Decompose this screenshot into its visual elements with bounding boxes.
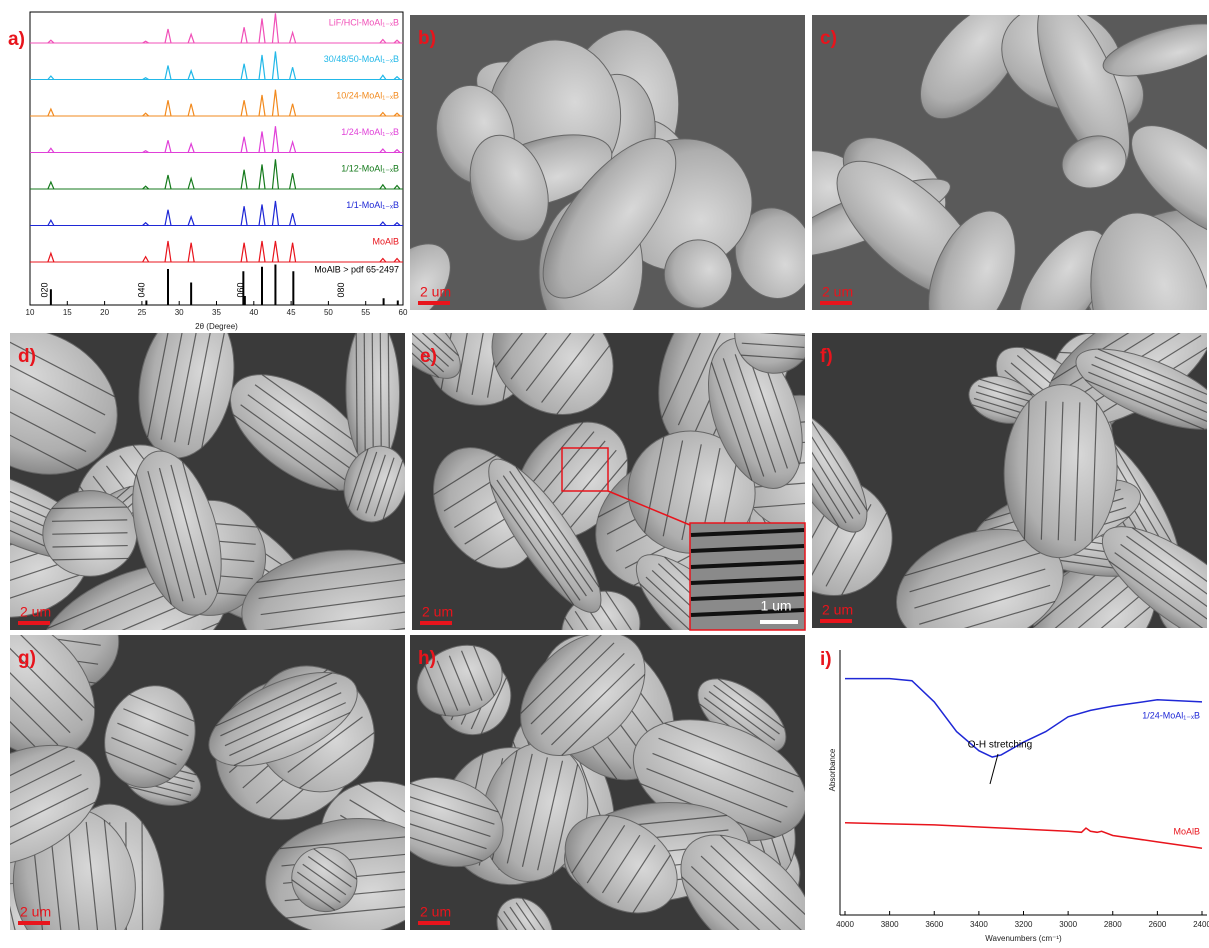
scale-bar-label: 2 um: [422, 604, 453, 620]
panel-label: c): [820, 28, 837, 49]
panel-label: i): [820, 649, 832, 670]
x-tick-label: 2600: [1148, 920, 1166, 929]
panel-label: d): [18, 346, 36, 367]
x-tick-label: 2800: [1104, 920, 1122, 929]
panel-label: h): [418, 648, 436, 669]
x-tick-label: 20: [100, 308, 109, 317]
x-tick-label: 3400: [970, 920, 988, 929]
x-tick-label: 55: [361, 308, 370, 317]
series-label: MoAlB: [1173, 826, 1200, 836]
series-label: 10/24-MoAl₁₋ₓB: [336, 90, 399, 100]
x-tick-label: 30: [175, 308, 184, 317]
x-tick-label: 10: [26, 308, 35, 317]
reference-label: MoAlB > pdf 65-2497: [314, 264, 399, 274]
x-tick-label: 35: [212, 308, 221, 317]
hkl-label: 020: [39, 282, 49, 297]
hkl-label: 060: [235, 282, 245, 297]
figure: b) 2 um c) 2 um d) 2 um e) 2 um 1 um f) 2 um g) 2 um…: [0, 0, 1209, 943]
scale-bar-label: 2 um: [20, 604, 51, 620]
series-label: 1/1-MoAl₁₋ₓB: [346, 200, 399, 210]
x-tick-label: 3800: [881, 920, 899, 929]
x-tick-label: 2400: [1193, 920, 1209, 929]
panel-label: b): [418, 28, 436, 49]
y-axis-title: Absorbance: [828, 748, 837, 791]
x-tick-label: 45: [287, 308, 296, 317]
x-tick-label: 25: [137, 308, 146, 317]
panel-label: g): [18, 648, 36, 669]
series-label: MoAlB: [372, 236, 399, 246]
series-label: LiF/HCl-MoAl₁₋ₓB: [329, 17, 399, 27]
x-tick-label: 50: [324, 308, 333, 317]
hkl-label: 080: [336, 282, 346, 297]
x-tick-label: 3600: [925, 920, 943, 929]
x-tick-label: 15: [63, 308, 72, 317]
panel-label: f): [820, 346, 833, 367]
x-axis-title: 2θ (Degree): [195, 322, 238, 331]
series-label: 30/48/50-MoAl₁₋ₓB: [324, 54, 399, 64]
scale-bar-label: 2 um: [420, 284, 451, 300]
series-label: 1/24-MoAl₁₋ₓB: [1142, 710, 1200, 720]
panel-label: a): [8, 29, 25, 50]
series-label: 1/12-MoAl₁₋ₓB: [341, 163, 399, 173]
x-tick-label: 4000: [836, 920, 854, 929]
annotation: O-H stretching: [968, 740, 1032, 751]
x-tick-label: 3200: [1015, 920, 1033, 929]
x-axis-title: Wavenumbers (cm⁻¹): [985, 934, 1062, 943]
x-tick-label: 3000: [1059, 920, 1077, 929]
sem-image: [377, 608, 839, 943]
scale-bar-label: 2 um: [822, 284, 853, 300]
inset-scale-label: 1 um: [760, 598, 791, 614]
x-tick-label: 60: [399, 308, 408, 317]
scale-bar-label: 2 um: [822, 602, 853, 618]
panel-label: e): [420, 346, 437, 367]
scale-bar-label: 2 um: [20, 904, 51, 920]
hkl-label: 040: [136, 282, 146, 297]
lamella: [142, 822, 143, 943]
series-label: 1/24-MoAl₁₋ₓB: [341, 127, 399, 137]
scale-bar-label: 2 um: [420, 904, 451, 920]
x-tick-label: 40: [249, 308, 258, 317]
